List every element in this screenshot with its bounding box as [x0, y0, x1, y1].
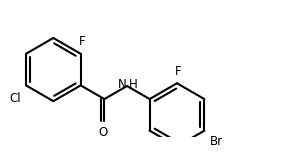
- Text: F: F: [79, 35, 86, 48]
- Text: F: F: [175, 65, 181, 78]
- Text: Cl: Cl: [9, 92, 21, 105]
- Text: H: H: [129, 78, 138, 91]
- Text: N: N: [118, 78, 127, 91]
- Text: Br: Br: [210, 135, 223, 148]
- Text: O: O: [98, 126, 107, 139]
